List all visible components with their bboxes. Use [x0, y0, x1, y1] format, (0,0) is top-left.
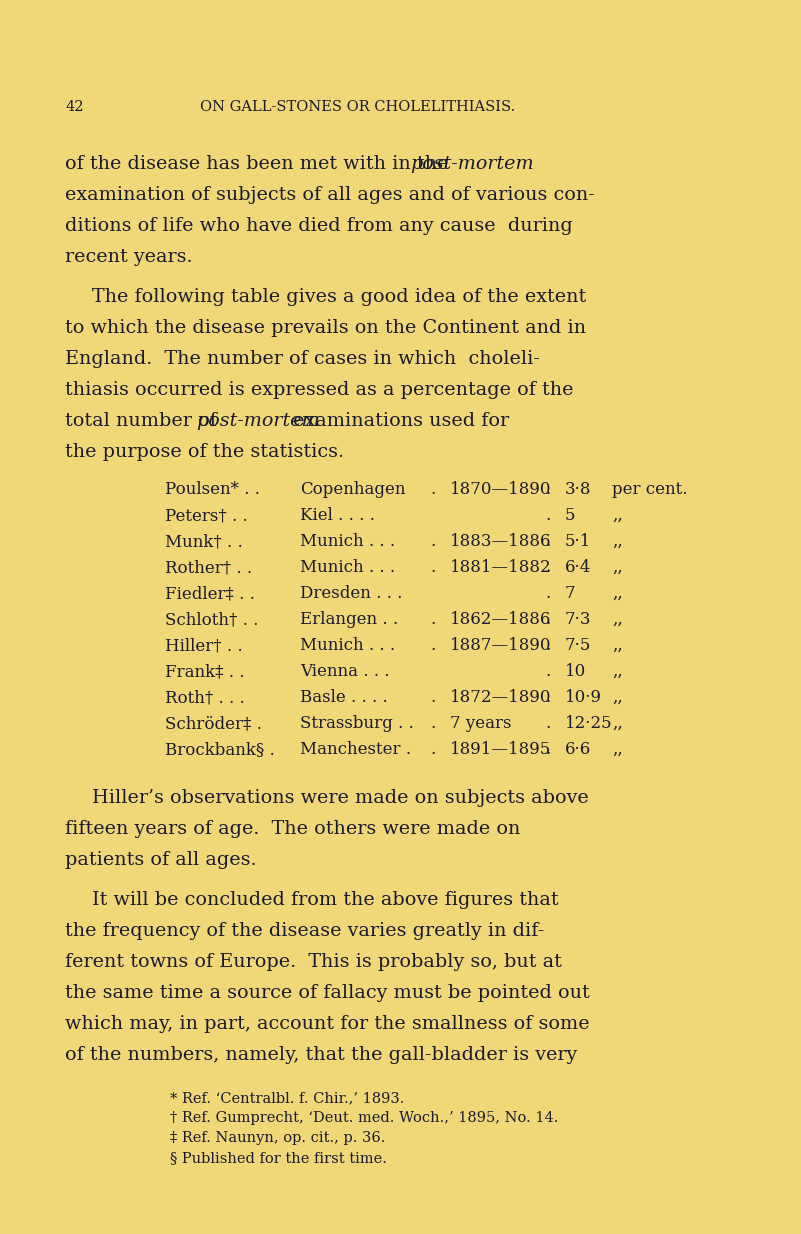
Text: examinations used for: examinations used for [287, 412, 509, 429]
Text: ,,: ,, [612, 611, 622, 628]
Text: The following table gives a good idea of the extent: The following table gives a good idea of… [92, 288, 586, 306]
Text: 10·9: 10·9 [565, 689, 602, 706]
Text: to which the disease prevails on the Continent and in: to which the disease prevails on the Con… [65, 320, 586, 337]
Text: Munich . . .: Munich . . . [300, 533, 395, 550]
Text: .: . [545, 663, 550, 680]
Text: ferent towns of Europe.  This is probably so, but at: ferent towns of Europe. This is probably… [65, 953, 562, 971]
Text: Munk† . .: Munk† . . [165, 533, 243, 550]
Text: 7·5: 7·5 [565, 637, 591, 654]
Text: .: . [545, 585, 550, 602]
Text: Munich . . .: Munich . . . [300, 559, 395, 576]
Text: .: . [430, 533, 435, 550]
Text: fifteen years of age.  The others were made on: fifteen years of age. The others were ma… [65, 821, 521, 838]
Text: 1862—1886: 1862—1886 [450, 611, 551, 628]
Text: 1883—1886: 1883—1886 [450, 533, 552, 550]
Text: which may, in part, account for the smallness of some: which may, in part, account for the smal… [65, 1016, 590, 1033]
Text: Hiller† . .: Hiller† . . [165, 637, 243, 654]
Text: .: . [545, 689, 550, 706]
Text: * Ref. ‘Centralbl. f. Chir.,’ 1893.: * Ref. ‘Centralbl. f. Chir.,’ 1893. [170, 1091, 405, 1104]
Text: thiasis occurred is expressed as a percentage of the: thiasis occurred is expressed as a perce… [65, 381, 574, 399]
Text: post-mortem: post-mortem [196, 412, 320, 429]
Text: Schröder‡ .: Schröder‡ . [165, 714, 262, 732]
Text: .: . [430, 689, 435, 706]
Text: † Ref. Gumprecht, ‘Deut. med. Woch.,’ 1895, No. 14.: † Ref. Gumprecht, ‘Deut. med. Woch.,’ 18… [170, 1111, 558, 1125]
Text: Roth† . . .: Roth† . . . [165, 689, 245, 706]
Text: the purpose of the statistics.: the purpose of the statistics. [65, 443, 344, 462]
Text: 7·3: 7·3 [565, 611, 591, 628]
Text: .: . [545, 611, 550, 628]
Text: Copenhagen: Copenhagen [300, 481, 405, 499]
Text: ‡ Ref. Naunyn, op. cit., p. 36.: ‡ Ref. Naunyn, op. cit., p. 36. [170, 1132, 385, 1145]
Text: Hiller’s observations were made on subjects above: Hiller’s observations were made on subje… [92, 789, 589, 807]
Text: .: . [545, 714, 550, 732]
Text: Dresden . . .: Dresden . . . [300, 585, 402, 602]
Text: 6·6: 6·6 [565, 740, 591, 758]
Text: 1881—1882: 1881—1882 [450, 559, 552, 576]
Text: 1870—1890: 1870—1890 [450, 481, 552, 499]
Text: 1887—1890: 1887—1890 [450, 637, 552, 654]
Text: Basle . . . .: Basle . . . . [300, 689, 388, 706]
Text: .: . [430, 481, 435, 499]
Text: ,,: ,, [612, 714, 622, 732]
Text: .: . [430, 559, 435, 576]
Text: 5·1: 5·1 [565, 533, 591, 550]
Text: ,,: ,, [612, 533, 622, 550]
Text: Erlangen . .: Erlangen . . [300, 611, 398, 628]
Text: of the numbers, namely, that the gall-bladder is very: of the numbers, namely, that the gall-bl… [65, 1046, 578, 1064]
Text: .: . [430, 740, 435, 758]
Text: ,,: ,, [612, 585, 622, 602]
Text: Brockbank§ .: Brockbank§ . [165, 740, 275, 758]
Text: .: . [430, 637, 435, 654]
Text: total number of: total number of [65, 412, 223, 429]
Text: 42: 42 [65, 100, 83, 114]
Text: .: . [545, 559, 550, 576]
Text: .: . [430, 611, 435, 628]
Text: Kiel . . . .: Kiel . . . . [300, 507, 375, 524]
Text: 1891—1895: 1891—1895 [450, 740, 551, 758]
Text: ,,: ,, [612, 663, 622, 680]
Text: 1872—1890: 1872—1890 [450, 689, 552, 706]
Text: Poulsen* . .: Poulsen* . . [165, 481, 260, 499]
Text: ,,: ,, [612, 559, 622, 576]
Text: 7 years: 7 years [450, 714, 512, 732]
Text: 7: 7 [565, 585, 576, 602]
Text: examination of subjects of all ages and of various con-: examination of subjects of all ages and … [65, 186, 595, 204]
Text: recent years.: recent years. [65, 248, 192, 267]
Text: Munich . . .: Munich . . . [300, 637, 395, 654]
Text: Vienna . . .: Vienna . . . [300, 663, 389, 680]
Text: .: . [545, 740, 550, 758]
Text: ,,: ,, [612, 689, 622, 706]
Text: per cent.: per cent. [612, 481, 687, 499]
Text: the frequency of the disease varies greatly in dif-: the frequency of the disease varies grea… [65, 922, 544, 940]
Text: 3·8: 3·8 [565, 481, 591, 499]
Text: It will be concluded from the above figures that: It will be concluded from the above figu… [92, 891, 558, 909]
Text: Strassburg . .: Strassburg . . [300, 714, 414, 732]
Text: .: . [545, 533, 550, 550]
Text: of the disease has been met with in the: of the disease has been met with in the [65, 155, 454, 173]
Text: .: . [545, 507, 550, 524]
Text: ditions of life who have died from any cause  during: ditions of life who have died from any c… [65, 217, 573, 234]
Text: .: . [545, 481, 550, 499]
Text: .: . [545, 637, 550, 654]
Text: Frank‡ . .: Frank‡ . . [165, 663, 244, 680]
Text: England.  The number of cases in which  choleli-: England. The number of cases in which ch… [65, 350, 540, 368]
Text: ,,: ,, [612, 507, 622, 524]
Text: Rother† . .: Rother† . . [165, 559, 252, 576]
Text: Manchester .: Manchester . [300, 740, 411, 758]
Text: 12·25: 12·25 [565, 714, 613, 732]
Text: patients of all ages.: patients of all ages. [65, 851, 256, 869]
Text: ,,: ,, [612, 637, 622, 654]
Text: Schloth† . .: Schloth† . . [165, 611, 259, 628]
Text: 5: 5 [565, 507, 575, 524]
Text: Fiedler‡ . .: Fiedler‡ . . [165, 585, 255, 602]
Text: ,,: ,, [612, 740, 622, 758]
Text: ON GALL-STONES OR CHOLELITHIASIS.: ON GALL-STONES OR CHOLELITHIASIS. [200, 100, 515, 114]
Text: 6·4: 6·4 [565, 559, 591, 576]
Text: post-mortem: post-mortem [410, 155, 533, 173]
Text: 10: 10 [565, 663, 586, 680]
Text: .: . [430, 714, 435, 732]
Text: § Published for the first time.: § Published for the first time. [170, 1151, 387, 1165]
Text: the same time a source of fallacy must be pointed out: the same time a source of fallacy must b… [65, 983, 590, 1002]
Text: Peters† . .: Peters† . . [165, 507, 248, 524]
